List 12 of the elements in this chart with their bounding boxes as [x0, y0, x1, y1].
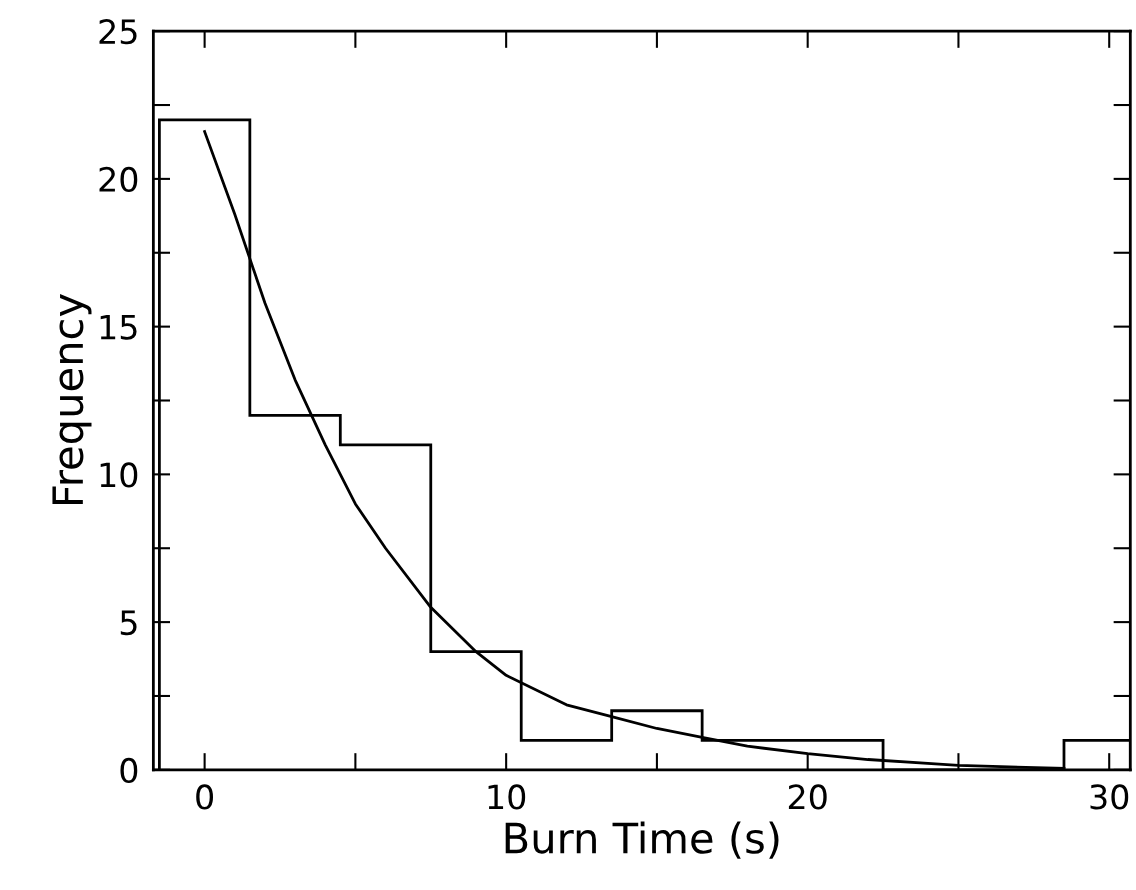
- x-tick-label: 20: [788, 784, 827, 810]
- y-tick-label: 5: [120, 610, 137, 636]
- y-tick-label: 10: [100, 462, 138, 488]
- x-tick-label: 0: [196, 784, 214, 810]
- y-tick-label: 20: [99, 166, 138, 193]
- y-tick-label: 15: [100, 314, 137, 340]
- y-tick-label: 25: [99, 19, 137, 45]
- x-tick-label: 30: [1090, 784, 1129, 810]
- x-tick-label: 10: [488, 784, 526, 810]
- x-axis-title: Burn Time (s): [505, 821, 779, 859]
- y-tick-label: 0: [120, 757, 138, 783]
- y-axis-title: Frequency: [52, 294, 92, 505]
